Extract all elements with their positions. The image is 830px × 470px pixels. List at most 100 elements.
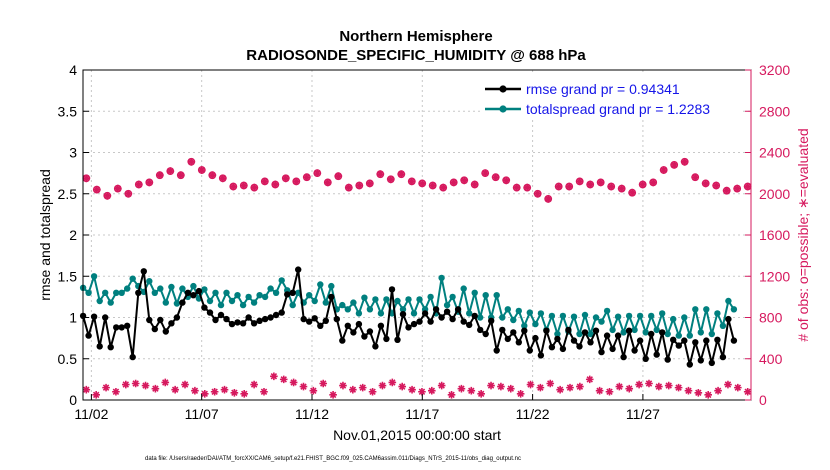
obs-evaluated-marker [649,178,658,187]
rmse-line-point [383,335,390,343]
rmse-line-point [361,333,368,340]
obs-evaluated-offcycle-marker [724,380,732,389]
obs-evaluated-marker [292,177,301,186]
rmse-line-point [559,345,567,353]
rmse-line-point [90,313,98,320]
obs-evaluated-offcycle-marker [477,390,485,398]
legend-marker-spread [499,105,507,113]
obs-evaluated-offcycle-marker [161,378,170,387]
obs-evaluated-marker [218,174,227,183]
obs-evaluated-marker [155,171,164,179]
rmse-line-point [427,318,434,325]
obs-evaluated-marker [691,173,699,182]
rmse-line-point [488,317,495,324]
rmse-line-point [366,328,374,335]
obs-evaluated-offcycle-marker [102,383,110,392]
obs-evaluated-marker [323,178,332,187]
rmse-line-point [636,337,644,344]
obs-evaluated-offcycle-marker [92,391,100,399]
totalspread-line-point [157,285,164,292]
totalspread-line-point [405,296,412,303]
obs-evaluated-offcycle-marker [585,375,594,384]
obs-evaluated-offcycle-marker [645,379,653,388]
rmse-line-point [526,347,533,354]
totalspread-line-point [173,300,181,307]
rmse-line-point [195,287,203,295]
obs-evaluated-offcycle-marker [526,380,535,389]
rmse-line-point [703,337,710,344]
obs-evaluated-offcycle-marker [615,382,624,391]
y2-tick-label: 1600 [759,227,790,243]
rmse-line-point [659,329,666,336]
rmse-line-point [554,335,561,343]
obs-evaluated-marker [712,181,720,190]
x-tick-label: 11/02 [74,406,108,422]
obs-evaluated-offcycle-marker [743,387,752,396]
rmse-line-point [355,320,363,328]
y-tick-label: 3 [69,145,77,161]
obs-evaluated-marker [418,179,427,188]
obs-evaluated-offcycle-marker [467,386,476,395]
totalspread-line-point [190,282,197,290]
totalspread-line-point [410,310,418,317]
rmse-line-point [311,315,318,322]
rmse-line-point [443,308,451,315]
rmse-line-point [107,344,114,351]
rmse-line-point [719,353,727,361]
totalspread-line-point [96,297,103,305]
y2-axis-label: # of obs: o=possible; ∗=evaluated [795,128,811,341]
obs-evaluated-offcycle-marker [250,380,258,389]
obs-evaluated-offcycle-marker [289,378,298,387]
rmse-line-point [532,334,539,342]
totalspread-line-point [339,301,346,309]
obs-evaluated-offcycle-marker [339,381,347,390]
obs-evaluated-marker [103,192,112,200]
rmse-line-point [300,315,307,323]
rmse-line-point [499,326,506,334]
y2-tick-label: 2000 [759,186,790,202]
totalspread-line-point [592,314,600,321]
totalspread-line-point [113,289,120,296]
totalspread-line-point [642,329,649,336]
rmse-line-point [146,316,153,324]
rmse-line-point [510,329,517,336]
rmse-line-point [239,320,247,327]
x-tick-label: 11/17 [405,406,439,422]
totalspread-line-point [504,306,511,313]
rmse-line-point [587,339,594,346]
totalspread-line-point [317,281,324,288]
rmse-line-point [206,309,214,316]
rmse-line-point [504,335,511,343]
y2-tick-label: 0 [759,392,767,408]
rmse-line-point [714,336,721,343]
totalspread-line-point [278,277,285,284]
rmse-line-point [515,339,522,346]
obs-evaluated-offcycle-marker [487,381,495,390]
totalspread-line-point [675,332,682,339]
obs-evaluated-offcycle-marker [625,384,634,393]
totalspread-line-point [361,294,368,301]
x-tick-label: 11/27 [626,406,660,422]
obs-evaluated-marker [670,161,679,169]
y-tick-label: 1.5 [58,268,78,284]
totalspread-line-point [427,293,434,301]
totalspread-line-point [201,286,208,293]
rmse-line-point [190,292,197,299]
obs-evaluated-marker [701,179,710,188]
rmse-line-point [521,327,528,334]
totalspread-line-point [730,306,738,313]
totalspread-line-point [328,282,335,290]
legend-label-rmse: rmse grand pr = 0.94341 [526,81,680,97]
y2-tick-label: 3200 [759,62,790,78]
totalspread-line-point [234,292,241,299]
obs-evaluated-marker [428,181,437,190]
totalspread-line-point [725,297,732,305]
obs-evaluated-offcycle-marker [151,384,160,393]
rmse-line-point [228,320,236,328]
obs-evaluated-offcycle-marker [368,387,377,396]
obs-evaluated-offcycle-marker [181,380,189,389]
rmse-line-point [576,343,583,350]
totalspread-line-point [493,292,500,299]
totalspread-line-point [272,289,280,296]
rmse-line-point [730,337,738,344]
